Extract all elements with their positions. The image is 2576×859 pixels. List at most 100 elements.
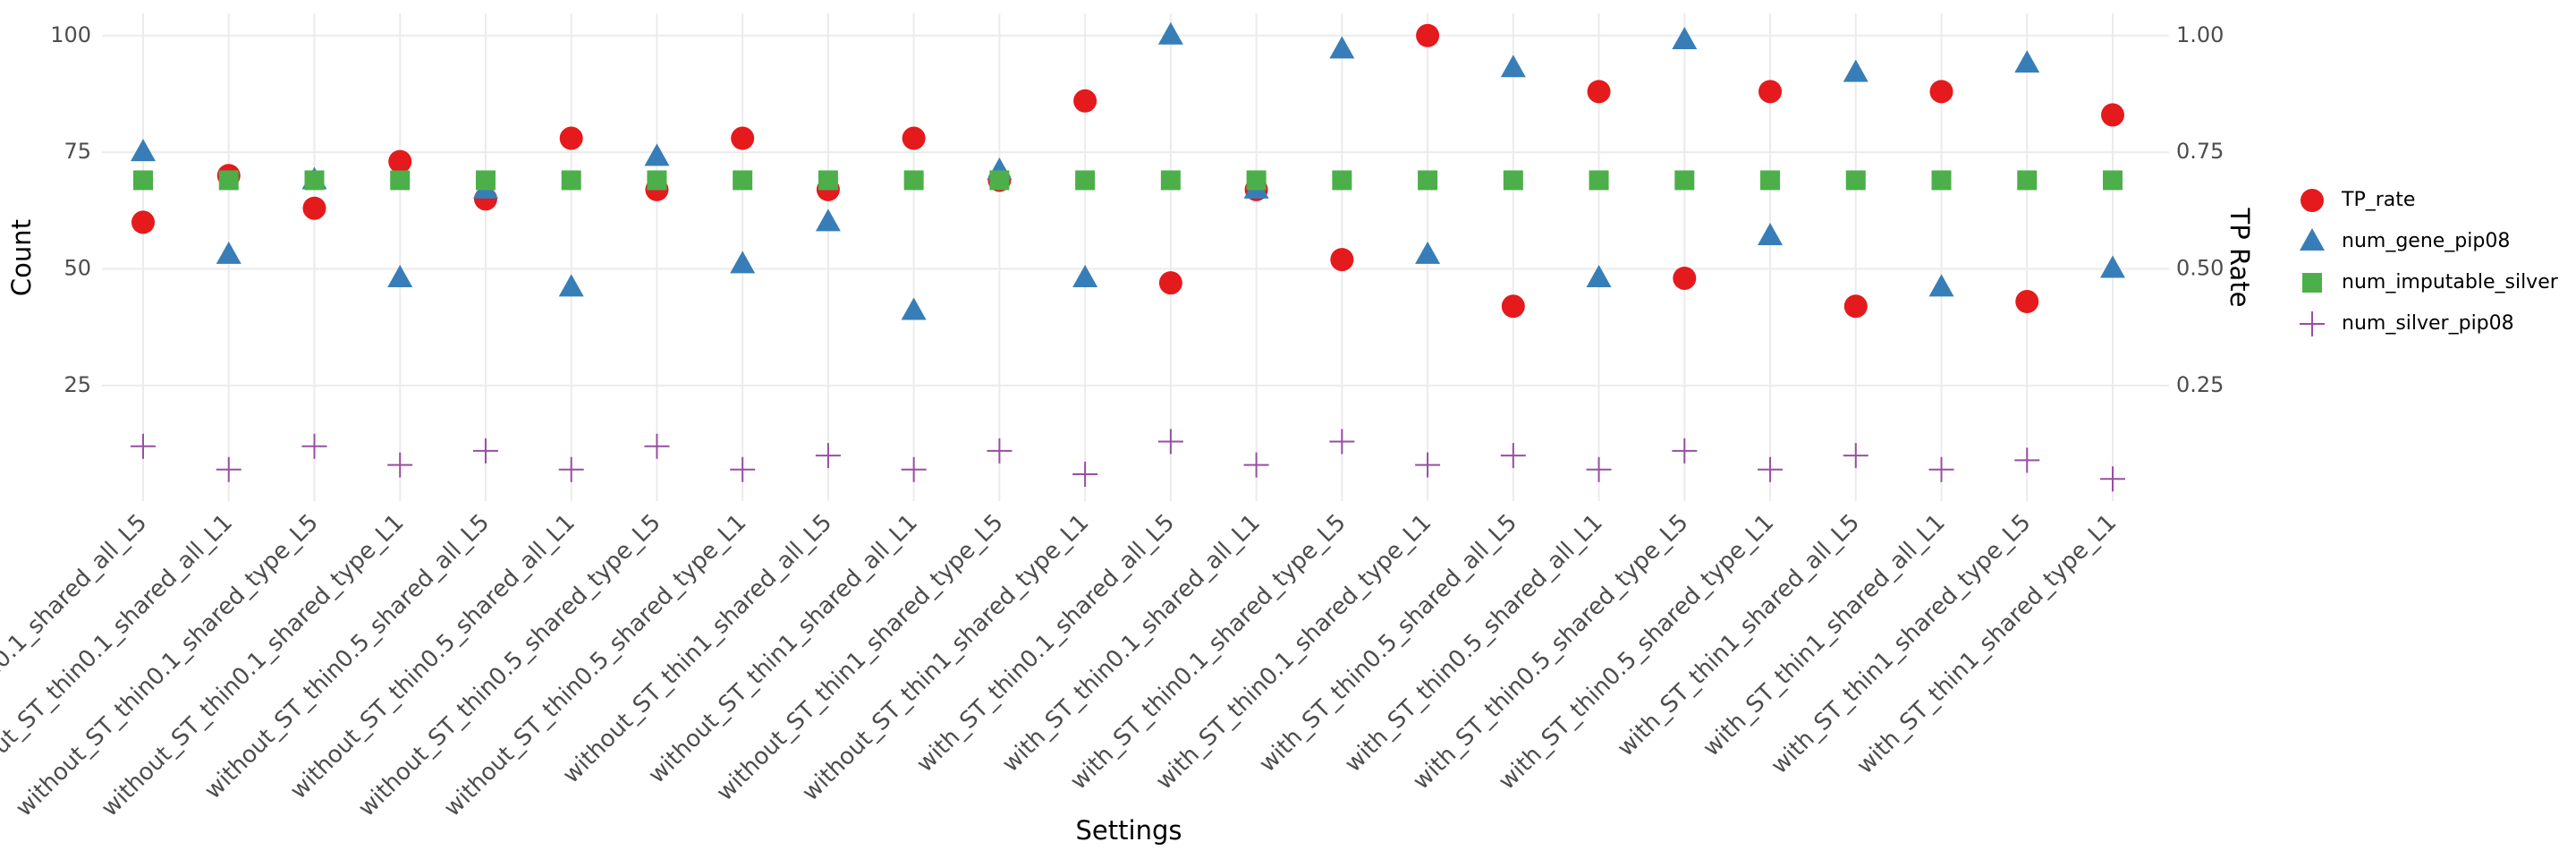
point [1928, 274, 1954, 297]
point [131, 210, 155, 234]
point [2014, 50, 2040, 73]
point [216, 241, 242, 264]
point [1416, 23, 1440, 47]
point [2015, 290, 2039, 314]
x-tick-label: without_ST_thin0.5_shared_type_L1 [439, 509, 752, 822]
point [1760, 170, 1781, 191]
point [1157, 21, 1183, 45]
point [1503, 170, 1523, 191]
point [1415, 452, 1441, 478]
y2-tick-label: 1.00 [2176, 22, 2224, 47]
point [733, 170, 753, 191]
y2-axis-title: TP Rate [2224, 208, 2255, 308]
point [1928, 456, 1954, 482]
point [1072, 264, 1098, 287]
point [903, 170, 924, 191]
legend-label: num_silver_pip08 [2342, 312, 2514, 335]
point [815, 208, 841, 232]
point [1589, 170, 1609, 191]
point [730, 251, 756, 274]
point [1501, 294, 1525, 319]
point [1157, 429, 1183, 455]
point [1673, 266, 1697, 290]
y-axis-title: Count [6, 219, 37, 296]
point [218, 170, 239, 191]
point [1758, 223, 1784, 246]
point [1415, 241, 1441, 264]
point [644, 433, 670, 459]
point [815, 443, 841, 469]
y-tick-label: 100 [50, 22, 91, 47]
point [304, 170, 325, 191]
point [1672, 26, 1698, 49]
point [387, 264, 413, 287]
legend-key [2300, 228, 2325, 251]
point [558, 456, 584, 482]
point [559, 126, 583, 150]
point [387, 452, 413, 478]
point [301, 433, 327, 459]
point [1758, 80, 1783, 104]
point [1329, 36, 1355, 59]
point [2100, 255, 2125, 278]
x-axis-title: Settings [1076, 815, 1182, 846]
point [1329, 429, 1355, 455]
point [818, 170, 838, 191]
point [2103, 170, 2123, 191]
point [131, 433, 156, 459]
y2-tick-label: 0.75 [2176, 139, 2224, 164]
point [558, 274, 584, 297]
point [475, 170, 496, 191]
point [1158, 271, 1182, 295]
y2-tick-label: 0.25 [2176, 372, 2224, 397]
point [1758, 456, 1784, 482]
point [1332, 170, 1352, 191]
point [731, 126, 755, 150]
point [1843, 294, 1868, 319]
point [1929, 80, 1953, 104]
point [1073, 89, 1097, 113]
point [1674, 170, 1695, 191]
point [1500, 55, 1526, 78]
point [216, 456, 242, 482]
point [1845, 170, 1866, 191]
x-tick-label: without_ST_thin0.1_shared_type_L5 [11, 509, 324, 822]
point [561, 170, 581, 191]
point [1931, 170, 1952, 191]
point [1072, 462, 1098, 488]
point [133, 170, 153, 191]
point [1672, 438, 1698, 464]
x-tick-label: without_ST_thin0.5_shared_type_L5 [353, 509, 666, 822]
point [1843, 443, 1868, 469]
point [1586, 264, 1612, 287]
point [901, 456, 927, 482]
x-tick-label: without_ST_thin0.1_shared_type_L1 [97, 509, 410, 822]
point [902, 126, 926, 150]
point [1243, 452, 1269, 478]
point [1330, 248, 1354, 272]
point [302, 196, 326, 220]
point [1246, 170, 1267, 191]
point [388, 149, 412, 174]
point [1843, 59, 1868, 82]
point [2014, 447, 2040, 473]
point [1075, 170, 1096, 191]
point [1418, 170, 1438, 191]
point [1160, 170, 1181, 191]
legend-key [2302, 273, 2322, 293]
point [1587, 80, 1611, 104]
point [989, 170, 1010, 191]
legend-key [2300, 311, 2325, 336]
point [1500, 443, 1526, 469]
point [730, 456, 756, 482]
point [1586, 456, 1612, 482]
point [131, 139, 156, 162]
point [901, 297, 927, 320]
y-tick-label: 75 [64, 139, 91, 164]
point [2101, 103, 2124, 127]
y2-tick-label: 0.50 [2176, 256, 2224, 281]
point [987, 438, 1013, 464]
legend-label: num_imputable_silver [2342, 271, 2559, 293]
legend-label: TP_rate [2341, 189, 2415, 211]
